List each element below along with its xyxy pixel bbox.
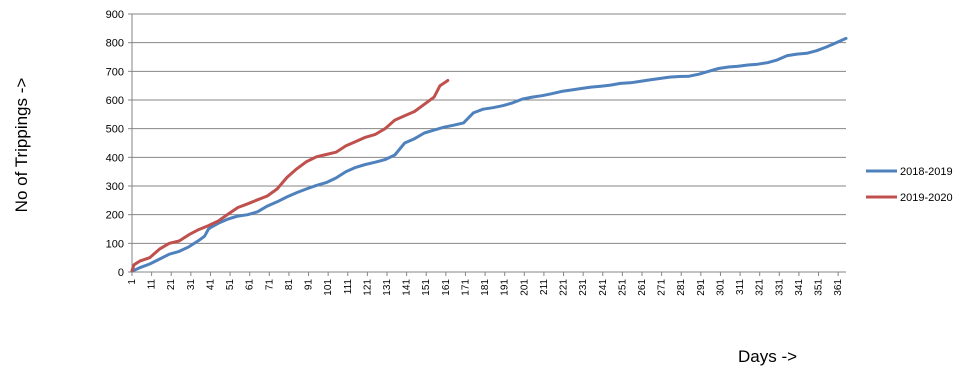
x-tick-label: 261 [637,279,648,296]
y-tick-label: 100 [106,238,124,250]
x-tick-label: 211 [539,279,550,295]
x-axis-title: Days -> [738,347,797,366]
series-line-2018-2019 [130,36,848,273]
legend-label: 2019-2020 [900,192,953,204]
x-tick-label: 281 [676,279,687,296]
x-tick-label: 131 [382,279,393,296]
y-tick-label: 300 [106,181,124,193]
x-tick-label: 41 [205,279,216,291]
x-tick-label: 321 [755,279,766,296]
legend: 2018-2019 2019-2020 [866,166,953,204]
x-tick-label: 71 [264,279,275,291]
x-tick-label: 311 [735,279,746,295]
x-tick-label: 301 [715,279,726,296]
x-tick-label: 151 [421,279,432,296]
x-tick-label: 171 [460,279,471,296]
x-tick-label: 101 [323,279,334,296]
x-tick-label: 111 [343,279,354,295]
legend-label: 2018-2019 [900,166,953,178]
y-tick-label: 200 [106,210,124,222]
y-tick-label: 700 [106,66,124,78]
x-tick-label: 331 [774,279,785,296]
y-tick-label: 0 [118,267,124,279]
x-tick-label: 51 [225,279,236,291]
series-line-2019-2020 [130,79,450,273]
y-tick-label: 500 [106,124,124,136]
x-tick-label: 241 [598,279,609,296]
x-tick-label: 221 [559,279,570,296]
y-tick-label: 800 [106,38,124,50]
x-tick-label: 31 [186,279,197,291]
x-tick-label: 1 [127,279,138,285]
x-tick-label: 91 [304,279,315,291]
x-tick-label: 181 [480,279,491,296]
y-axis-title: No of Trippings -> [12,78,31,213]
x-tick-label: 231 [578,279,589,296]
x-tick-label: 11 [147,279,158,290]
y-tick-label: 600 [106,95,124,107]
gridlines [132,13,846,244]
x-tick-label: 271 [657,279,668,296]
x-tick-labels: 1 11 21 31 41 51 61 71 81 91 101 111 121 131 141 151 161… [127,272,844,296]
x-tick-label: 21 [166,279,177,291]
y-tick-label: 400 [106,152,124,164]
x-tick-label: 61 [245,279,256,291]
x-tick-label: 361 [833,279,844,296]
x-tick-label: 121 [362,279,373,296]
x-tick-label: 351 [814,279,825,296]
axes [131,14,846,273]
x-tick-label: 81 [284,279,295,291]
x-tick-label: 291 [696,279,707,296]
x-tick-label: 251 [617,279,628,296]
y-tick-labels: 0 100 200 300 400 500 600 700 800 900 [106,9,132,279]
y-tick-label: 900 [106,9,124,21]
x-tick-label: 191 [500,279,511,296]
x-tick-label: 161 [441,279,452,296]
x-tick-label: 141 [402,279,413,296]
x-tick-label: 341 [794,279,805,296]
series-lines [130,36,848,273]
x-tick-label: 201 [519,279,530,296]
